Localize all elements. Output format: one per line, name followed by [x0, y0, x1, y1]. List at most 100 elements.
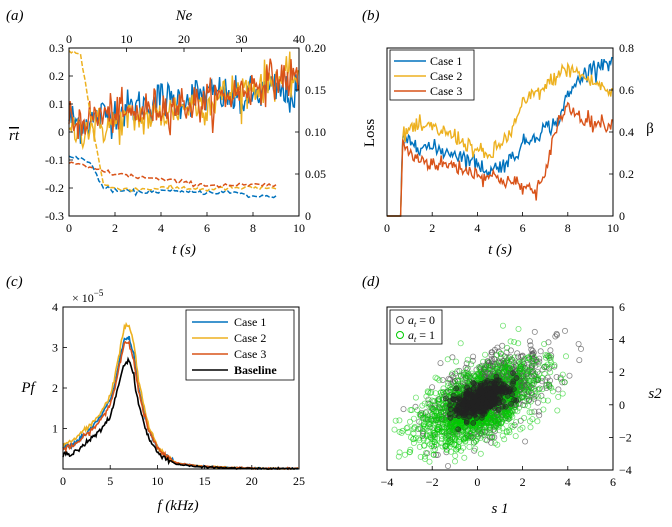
- panel-a-top-xlabel: Ne: [175, 8, 193, 24]
- panel-d-scatter-point: [434, 410, 441, 417]
- panel-b-legend-label: Case 1: [430, 54, 462, 68]
- panel-c-xtick-label: 10: [151, 474, 163, 488]
- panel-d-scatter-point: [410, 426, 417, 433]
- panel-d-scatter-point: [406, 418, 413, 425]
- panel-d-scatter-point: [439, 405, 446, 412]
- panel-b-right-ytick-label: 0: [619, 209, 625, 223]
- panel-d-scatter-point: [465, 371, 472, 378]
- panel-a-top-xticks: 0 10 20 30 40: [66, 32, 305, 52]
- panel-d-scatter-point: [547, 369, 554, 376]
- panel-a-right-ytick-label: 0.05: [305, 167, 326, 181]
- panel-a-xlabel: t (s): [172, 242, 196, 258]
- panel-d-scatter-point: [430, 421, 437, 428]
- panel-d-scatter-point: [483, 430, 490, 437]
- panel-d-scatter-point: [420, 435, 427, 442]
- panel-d-scatter-point: [541, 340, 548, 347]
- panel-d-scatter-point: [466, 409, 473, 416]
- panel-d-scatter-point: [443, 442, 450, 449]
- panel-d-scatter-point: [506, 375, 513, 382]
- panel-d-scatter-point: [460, 397, 467, 404]
- panel-d-scatter-point: [497, 416, 504, 423]
- panel-a-ylabel: rt: [9, 128, 20, 144]
- panel-d-scatter-point: [445, 375, 452, 382]
- panel-d-scatter-point: [541, 363, 548, 370]
- panel-d-scatter-point: [540, 406, 547, 413]
- panel-d-scatter-point: [537, 348, 544, 355]
- panel-a-xtick-label: 6: [204, 221, 210, 235]
- panel-d-scatter-point: [425, 416, 432, 423]
- panel-d-scatter-point: [457, 340, 464, 347]
- panel-d-scatter-point: [542, 352, 549, 359]
- panel-d-scatter-point: [395, 453, 402, 460]
- panel-c-xtick-label: 5: [107, 474, 113, 488]
- panel-b-xtick-label: 4: [474, 221, 480, 235]
- panel-d-scatter-point: [479, 371, 486, 378]
- panel-d-xtick-label: 2: [520, 475, 526, 489]
- panel-d-scatter-point: [463, 366, 470, 373]
- panel-d-scatter-point: [499, 425, 506, 432]
- panel-d-scatter-point: [490, 355, 497, 362]
- panel-d-scatter-point: [501, 436, 508, 443]
- panel-d-xticks: −4 −2 0 2 4 6: [381, 466, 616, 489]
- panel-d-scatter-point: [482, 436, 489, 443]
- panel-d-scatter-point: [555, 393, 562, 400]
- panel-d-scatter-point: [543, 354, 550, 361]
- panel-d-scatter-point: [513, 375, 520, 381]
- panel-d-scatter-point: [445, 388, 452, 395]
- panel-d-scatter-point: [489, 417, 496, 424]
- panel-d-scatter-point: [431, 398, 438, 405]
- panel-d-scatter-point: [426, 458, 433, 465]
- panel-d-scatter-point: [421, 453, 428, 460]
- panel-d-scatter-point: [522, 372, 529, 379]
- panel-d-scatter-point: [495, 386, 501, 393]
- panel-d-scatter-point: [450, 392, 457, 399]
- panel-d-scatter-point: [449, 370, 456, 377]
- panel-a-xtick-label: 4: [158, 221, 164, 235]
- panel-d-scatter-point: [445, 382, 452, 389]
- panel-d-scatter-point: [527, 378, 534, 385]
- panel-d-scatter-point: [427, 390, 434, 397]
- panel-d-scatter-point: [447, 421, 454, 428]
- panel-d-scatter-point: [529, 377, 536, 384]
- panel-d-scatter-point: [513, 418, 520, 425]
- panel-a-right-ytick-label: 0: [305, 209, 311, 223]
- panel-d-scatter-group: [391, 322, 585, 469]
- panel-d-scatter-point: [404, 424, 411, 431]
- panel-b-series-group: [387, 56, 613, 217]
- panel-d-scatter-point: [566, 372, 573, 379]
- panel-d-scatter-point: [428, 389, 435, 396]
- panel-d-scatter-point: [515, 325, 522, 332]
- panel-d-scatter-point: [576, 357, 583, 364]
- panel-d-scatter-point: [521, 414, 528, 421]
- panel-d-scatter-point: [494, 344, 501, 351]
- panel-d-scatter-point: [530, 349, 537, 356]
- panel-d-scatter-point: [508, 356, 515, 363]
- panel-d-scatter-point: [561, 379, 568, 386]
- panel-d-scatter-point: [466, 443, 473, 450]
- panel-d-scatter-point: [401, 451, 408, 458]
- panel-d-xtick-label: 0: [474, 475, 480, 489]
- panel-d-scatter-point: [452, 452, 459, 459]
- panel-d-scatter-point: [451, 458, 458, 465]
- panel-d-scatter-point: [452, 406, 459, 413]
- panel-c-legend-label: Baseline: [234, 363, 277, 377]
- panel-d-scatter-point: [513, 397, 520, 404]
- panel-d-scatter-point: [414, 407, 421, 414]
- panel-d-scatter-point: [503, 429, 510, 436]
- panel-d-scatter-point: [521, 355, 528, 362]
- panel-d-scatter-point: [512, 361, 519, 368]
- panel-d-legend-label: at = 0: [408, 313, 435, 329]
- panel-d-scatter-point: [447, 415, 454, 421]
- panel-d-scatter-point: [501, 363, 508, 370]
- panel-d-scatter-point: [487, 364, 494, 371]
- panel-d-scatter-point: [559, 379, 566, 386]
- panel-a-top-xtick-label: 10: [121, 32, 133, 46]
- panel-d-scatter-point: [461, 435, 468, 442]
- panel-d-scatter-point: [461, 371, 468, 378]
- panel-d-right-ytick-label: 2: [619, 365, 625, 379]
- panel-a-xticks: 0 2 4 6 8 10: [66, 212, 305, 235]
- panel-d-scatter-point: [410, 415, 417, 422]
- panel-d-scatter-point: [434, 425, 441, 432]
- panel-a-top-xtick-label: 20: [178, 32, 190, 46]
- panel-a-right-ytick-label: 0.15: [305, 83, 326, 97]
